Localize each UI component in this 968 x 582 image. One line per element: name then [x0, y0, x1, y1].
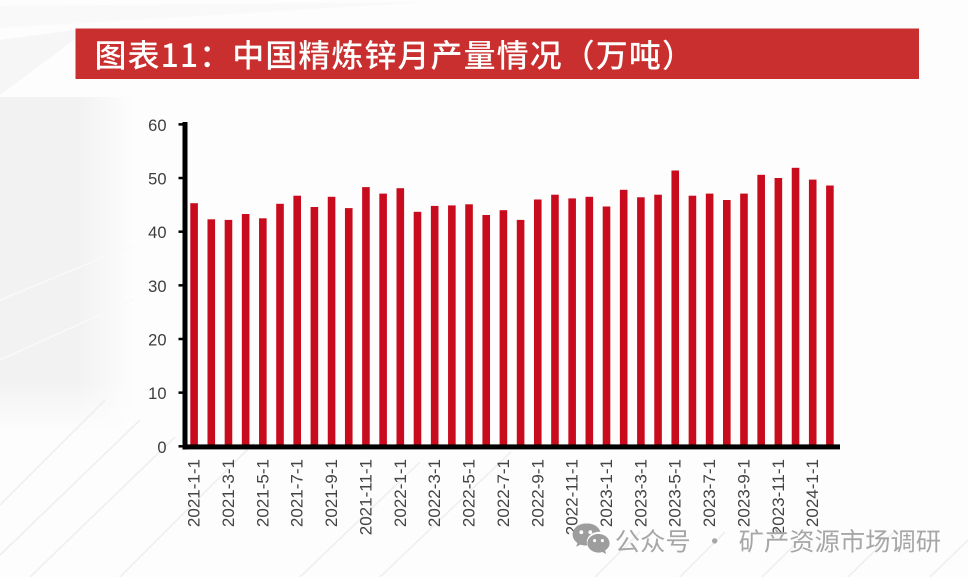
svg-text:2023-7-1: 2023-7-1 [700, 459, 719, 527]
svg-text:2021-5-1: 2021-5-1 [253, 459, 272, 527]
svg-text:2022-5-1: 2022-5-1 [460, 459, 479, 527]
svg-text:2021-3-1: 2021-3-1 [219, 459, 238, 527]
svg-text:2023-11-1: 2023-11-1 [769, 459, 788, 535]
svg-text:2021-7-1: 2021-7-1 [288, 459, 307, 527]
svg-text:2023-9-1: 2023-9-1 [735, 459, 754, 527]
svg-text:10: 10 [148, 385, 166, 403]
svg-text:30: 30 [148, 278, 166, 296]
svg-text:2021-9-1: 2021-9-1 [322, 459, 341, 527]
svg-text:2022-7-1: 2022-7-1 [494, 459, 513, 527]
svg-text:2021-11-1: 2021-11-1 [356, 459, 375, 535]
svg-text:2022-9-1: 2022-9-1 [528, 459, 547, 527]
svg-text:40: 40 [148, 224, 166, 242]
svg-text:2022-11-1: 2022-11-1 [563, 459, 582, 535]
svg-text:50: 50 [148, 171, 166, 189]
svg-text:2021-1-1: 2021-1-1 [185, 459, 204, 527]
svg-text:2024-1-1: 2024-1-1 [803, 459, 822, 527]
svg-text:20: 20 [148, 332, 166, 350]
svg-text:2023-1-1: 2023-1-1 [597, 459, 616, 527]
svg-text:2022-1-1: 2022-1-1 [391, 459, 410, 527]
svg-text:2023-5-1: 2023-5-1 [666, 459, 685, 527]
svg-text:2023-3-1: 2023-3-1 [631, 459, 650, 527]
svg-text:0: 0 [157, 439, 166, 457]
svg-text:60: 60 [148, 117, 166, 135]
svg-text:2022-3-1: 2022-3-1 [425, 459, 444, 527]
